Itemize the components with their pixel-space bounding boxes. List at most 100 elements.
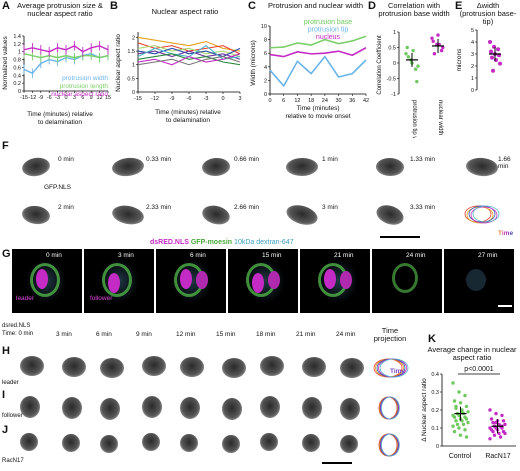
- chart-k-ylabel: Δ Nuclear aspect ratio: [421, 378, 428, 442]
- data-point: [452, 429, 457, 434]
- data-point: [489, 417, 494, 421]
- time-label: 6 min: [190, 252, 206, 259]
- time-projection-outlines: [378, 433, 400, 457]
- data-point: [405, 45, 409, 50]
- time-label: 15 min: [216, 331, 236, 338]
- data-point: [406, 55, 411, 59]
- time-label: 1.33 min: [410, 156, 435, 163]
- data-point: [492, 433, 497, 437]
- x-category-label: nuclear width: [437, 100, 443, 135]
- panel-label-h: H: [2, 345, 10, 357]
- panel-label-c: C: [248, 0, 256, 12]
- data-point: [430, 36, 434, 40]
- data-point: [455, 422, 460, 427]
- scale-bar: [498, 305, 512, 307]
- time-label: 3 min: [118, 252, 134, 259]
- time-label: 24 min: [406, 252, 426, 259]
- data-point: [490, 55, 494, 60]
- chart-e-title: Δwidth (protrusion base- tip): [459, 1, 517, 26]
- legend-entry: protrusion tip: [308, 27, 349, 34]
- data-point: [464, 435, 469, 439]
- y-tick-label: 0.4: [13, 73, 21, 79]
- time-label: 2.66 min: [234, 204, 259, 211]
- data-point: [413, 67, 418, 71]
- nucleus-image: [62, 357, 86, 377]
- y-tick-label: 2: [132, 35, 135, 41]
- panel-label-i: I: [2, 389, 6, 401]
- x-tick-label: 18: [308, 98, 314, 104]
- nucleus-image: [260, 356, 284, 376]
- x-tick-label: -6: [47, 95, 52, 101]
- nucleus-image: [100, 398, 120, 420]
- x-tick-label: -3: [204, 96, 209, 102]
- time-label: 0.33 min: [146, 156, 171, 163]
- outline: [470, 206, 498, 224]
- data-point: [458, 401, 463, 405]
- nucleus-image: [100, 435, 118, 453]
- y-tick-label: 4: [264, 65, 267, 71]
- x-tick-label: 3: [73, 95, 76, 101]
- data-point: [501, 419, 506, 423]
- time-label: 6 min: [96, 331, 112, 338]
- panel-label-e: E: [455, 0, 463, 12]
- x-tick-label: 24: [322, 98, 328, 104]
- data-point: [466, 420, 470, 425]
- time-label: 18 min: [256, 331, 276, 338]
- nucleus-image: [340, 435, 358, 453]
- panel-f-timelapse: 0 min 0.33 min 0.66 min 1 min 1.33 min 1.66 m…: [0, 150, 520, 242]
- chart-a: 00.20.40.60.811.21.4-15 -12 -9 -6 -3 0 3 6 9 12 15…: [2, 34, 111, 126]
- time-gradient-label: Time: [390, 368, 406, 375]
- legend-entry: protrusion width: [62, 75, 108, 82]
- scale-bar: [380, 236, 420, 238]
- time-label: 12 min: [176, 331, 196, 338]
- y-tick-label: 1: [471, 76, 474, 82]
- data-point: [457, 413, 461, 418]
- x-tick-label: -9: [38, 95, 43, 101]
- data-point: [503, 422, 507, 427]
- nucleus-image: [222, 435, 240, 453]
- legend-entry: protrusion base: [304, 19, 352, 26]
- row-label-follower: follower: [2, 413, 23, 419]
- nucleus-image: [222, 358, 246, 378]
- time-projection-outlines: [464, 205, 500, 224]
- y-tick-label: 0.3: [431, 390, 439, 396]
- data-point: [497, 431, 501, 436]
- time-label: 2 min: [58, 204, 74, 211]
- x-tick-label: 6: [81, 95, 84, 101]
- fluorescence-frame: [12, 249, 82, 313]
- chart-d-title: Correlation with protrusion base width: [378, 1, 450, 18]
- nucleus-image: [111, 156, 145, 178]
- outline: [472, 205, 500, 223]
- data-point: [457, 390, 461, 394]
- time-label: 15 min: [262, 252, 282, 259]
- data-point: [494, 420, 498, 425]
- series-line: [137, 36, 241, 52]
- x-tick-label: 30: [336, 98, 342, 104]
- time-projection-outlines: [373, 358, 409, 378]
- chart-b-xlabel-1: Time (minutes) relative: [155, 109, 221, 116]
- fluorescence-frame: [156, 249, 226, 313]
- nucleus-image: [260, 433, 278, 451]
- panel-label-b: B: [110, 0, 118, 12]
- fluorescence-frame: [228, 249, 298, 313]
- nucleus-image: [180, 434, 198, 452]
- panel-label-k: K: [428, 333, 436, 345]
- data-point: [458, 433, 463, 437]
- data-point: [416, 64, 420, 68]
- chart-d-ylabel: Correlation Coefficient: [377, 35, 383, 95]
- data-point: [488, 408, 492, 412]
- nucleus-image: [302, 397, 322, 419]
- panel-label-f: F: [2, 140, 9, 152]
- data-point: [441, 45, 445, 50]
- series-line: [137, 50, 241, 60]
- time-label: 0.66 min: [234, 156, 259, 163]
- nucleus-image: [100, 358, 124, 378]
- nucleus-image: [260, 396, 280, 418]
- y-tick-label: 1.5: [127, 49, 135, 55]
- nucleus-image: [20, 433, 38, 451]
- y-tick-label: 0.5: [388, 46, 396, 52]
- data-point: [451, 424, 455, 428]
- chart-c-xlabel-1: Time (minutes): [296, 105, 339, 112]
- y-tick-label: 0.5: [127, 76, 135, 82]
- x-tick-label: 12: [294, 98, 300, 104]
